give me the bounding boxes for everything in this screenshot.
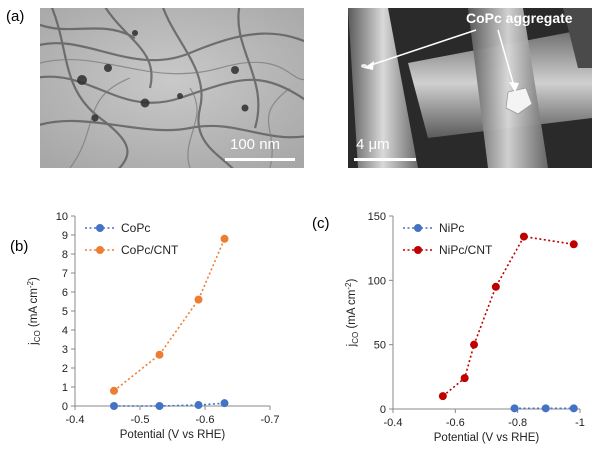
series-line-copc (114, 402, 225, 407)
x-tick-label: -0.5 (131, 414, 150, 426)
series-line-copc-cnt (113, 238, 226, 392)
x-tick-label: -0.4 (66, 414, 85, 426)
y-tick-label: 5 (62, 306, 68, 318)
y-tick-label: 2 (62, 363, 68, 375)
sem-scale-bar-label: 4 μm (356, 136, 390, 153)
y-tick-label: 4 (62, 325, 68, 337)
data-point (491, 282, 500, 291)
sem-micrograph: CoPc aggregate 4 μm (348, 8, 592, 168)
data-point (510, 404, 519, 413)
tem-micrograph: 100 nm (40, 8, 304, 168)
y-tick-label: 0 (380, 404, 386, 416)
data-point (220, 399, 229, 408)
legend-label: NiPc (439, 221, 464, 235)
legend-marker (96, 224, 104, 232)
tem-scale-bar (225, 158, 295, 161)
sem-scale-bar (354, 158, 416, 161)
panel-label-b: (b) (10, 238, 29, 255)
legend-label: CoPc/CNT (121, 243, 179, 257)
panel-label-a: (a) (6, 8, 25, 25)
x-tick-label: -0.7 (261, 414, 280, 426)
panel-label-c: (c) (312, 215, 330, 232)
data-point (460, 374, 469, 383)
data-point (438, 392, 447, 401)
chart-c: 0 50 100 150 -0.4 -0.6 -0.8 -1 Potential (V vs R… (344, 211, 585, 444)
x-tick-label: -0.6 (196, 414, 215, 426)
x-tick-label: -0.4 (384, 417, 403, 429)
data-point (569, 404, 578, 413)
data-point (220, 234, 229, 243)
data-point (541, 404, 550, 413)
legend-label: CoPc (121, 221, 150, 235)
tem-micrograph-texture (40, 8, 304, 168)
y-tick-label: 1 (62, 382, 68, 394)
x-axis-label: Potential (V vs RHE) (120, 429, 226, 441)
y-tick-label: 50 (374, 340, 386, 352)
data-point (569, 240, 578, 249)
y-tick-label: 10 (56, 211, 68, 223)
y-tick-label: 3 (62, 344, 68, 356)
legend-marker (414, 246, 422, 254)
y-tick-label: 6 (62, 287, 68, 299)
y-tick-label: 8 (62, 249, 68, 261)
legend-label: NiPc/CNT (439, 243, 493, 257)
data-point (110, 386, 118, 395)
x-tick-label: -0.6 (446, 417, 465, 429)
x-tick-label: -0.8 (508, 417, 527, 429)
legend-marker (414, 224, 422, 232)
data-point (110, 402, 118, 410)
legend-marker (96, 246, 104, 254)
chart-b: 0 1 2 3 4 5 6 7 8 9 10 -0.4 -0.5 -0.6 -0.7 Potential (V… (26, 211, 280, 441)
sem-micrograph-texture (348, 8, 592, 168)
data-point (519, 232, 528, 241)
y-tick-label: 0 (62, 401, 68, 413)
y-axis-label: jCO (mA cm-2) (344, 278, 360, 347)
sem-annotation-arrows (364, 29, 519, 92)
data-point (194, 295, 203, 304)
sem-annotation-label: CoPc aggregate (466, 10, 573, 26)
x-tick-label: -1 (575, 417, 585, 429)
tem-scale-bar-label: 100 nm (230, 136, 281, 153)
y-tick-label: 9 (62, 230, 68, 242)
data-point (155, 350, 164, 359)
y-tick-label: 7 (62, 268, 68, 280)
data-point (194, 401, 203, 410)
series-line-nipc-cnt (442, 235, 574, 397)
data-point (470, 340, 479, 349)
y-tick-label: 150 (368, 211, 386, 223)
y-tick-label: 100 (368, 275, 386, 287)
data-point (155, 402, 164, 410)
x-axis-label: Potential (V vs RHE) (434, 432, 540, 444)
y-axis-label: jCO (mA cm-2) (26, 277, 42, 346)
